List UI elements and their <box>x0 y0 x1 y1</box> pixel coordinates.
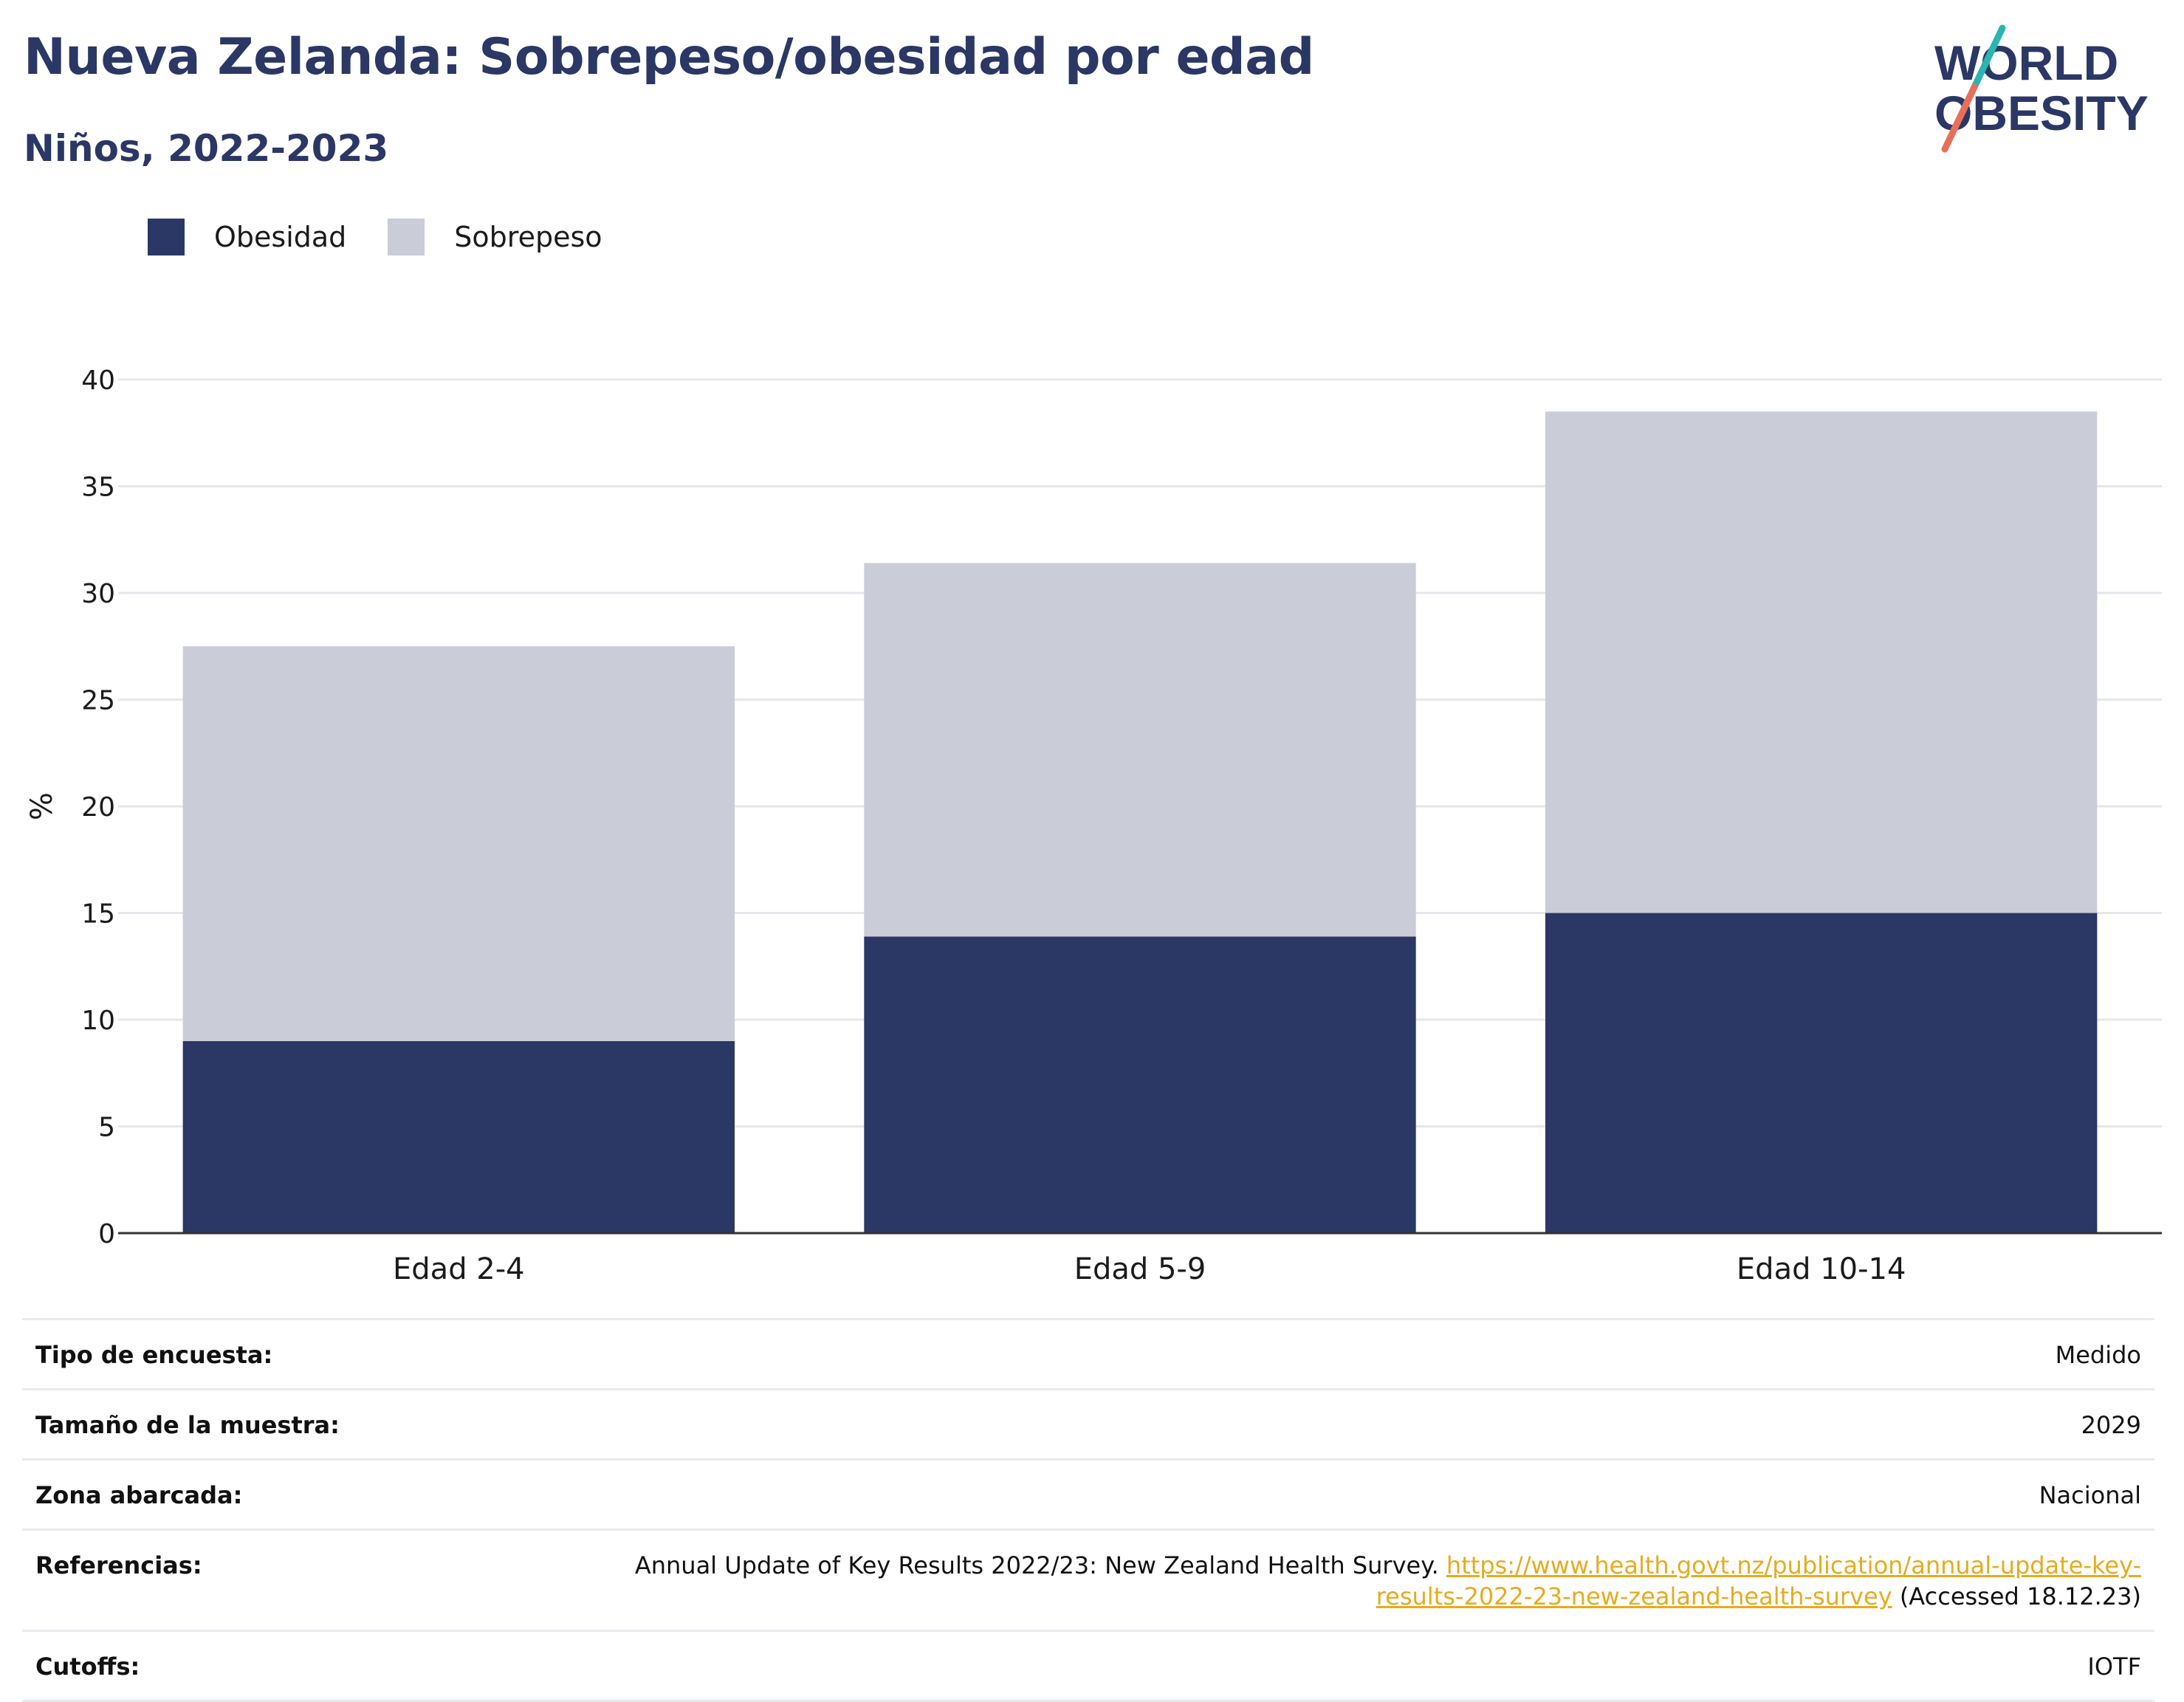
x-tick-label: Edad 2-4 <box>393 1252 525 1285</box>
x-tick-label: Edad 5-9 <box>1074 1252 1206 1285</box>
meta-row-references: Referencias: Annual Update of Key Result… <box>22 1531 2154 1632</box>
y-tick-label: 15 <box>81 899 115 930</box>
legend-item-sobrepeso[interactable]: Sobrepeso <box>388 219 602 255</box>
survey-info-table: Tipo de encuesta: Medido Tamaño de la mu… <box>22 1318 2154 1702</box>
y-tick-label: 40 <box>81 366 115 396</box>
meta-value-references: Annual Update of Key Results 2022/23: Ne… <box>628 1550 2141 1612</box>
meta-row-survey-type: Tipo de encuesta: Medido <box>22 1320 2154 1390</box>
meta-key: Zona abarcada: <box>35 1481 243 1509</box>
y-tick-label: 0 <box>98 1219 115 1249</box>
bar-sobrepeso-2 <box>864 563 1416 937</box>
meta-key: Tamaño de la muestra: <box>35 1411 340 1439</box>
legend-swatch-obesidad <box>148 219 185 255</box>
meta-row-cutoffs: Cutoffs: IOTF <box>22 1632 2154 1702</box>
meta-row-area: Zona abarcada: Nacional <box>22 1461 2154 1531</box>
chart-title: Nueva Zelanda: Sobrepeso/obesidad por ed… <box>24 28 1314 86</box>
meta-key: Referencias: <box>35 1551 202 1579</box>
logo-slash-coral <box>1941 83 1978 153</box>
legend-item-obesidad[interactable]: Obesidad <box>148 219 346 255</box>
stacked-bar-chart: 0 5 10 15 20 25 30 35 40% Edad 2-4 Edad 5-9 Edad 10… <box>25 366 2162 1285</box>
world-obesity-logo: WORLD OBESITY <box>1934 24 2149 153</box>
logo-text-world: WORLD <box>1934 35 2118 90</box>
meta-key: Tipo de encuesta: <box>35 1341 273 1369</box>
logo-text-obesity: OBESITY <box>1934 86 2149 140</box>
bar-sobrepeso-1 <box>182 646 735 1041</box>
y-tick-label: 30 <box>81 579 115 609</box>
legend-label-obesidad: Obesidad <box>214 221 347 253</box>
y-tick-label: 25 <box>81 686 115 716</box>
bar-sobrepeso-3 <box>1545 411 2098 913</box>
logo-slash-teal <box>1971 24 2006 91</box>
bar-obesidad-2 <box>864 936 1416 1233</box>
bar-obesidad-1 <box>182 1040 735 1233</box>
chart-subtitle: Niños, 2022-2023 <box>24 127 389 170</box>
meta-value: Medido <box>2055 1341 2141 1369</box>
reference-text: Annual Update of Key Results 2022/23: Ne… <box>634 1551 1446 1579</box>
chart-legend: Obesidad Sobrepeso <box>148 219 644 255</box>
legend-label-sobrepeso: Sobrepeso <box>454 221 602 253</box>
y-tick-label: 10 <box>81 1006 115 1036</box>
y-tick-label: 35 <box>81 473 115 503</box>
meta-value: Nacional <box>2039 1481 2141 1509</box>
reference-link[interactable]: https://www.health.govt.nz/publication/a… <box>1376 1551 2141 1610</box>
meta-value: 2029 <box>2081 1411 2141 1439</box>
meta-row-sample-size: Tamaño de la muestra: 2029 <box>22 1390 2154 1461</box>
y-tick-label: 5 <box>98 1113 115 1143</box>
reference-accessed: (Accessed 18.12.23) <box>1892 1582 2141 1610</box>
bar-obesidad-3 <box>1545 913 2098 1233</box>
meta-key: Cutoffs: <box>35 1653 140 1681</box>
legend-swatch-sobrepeso <box>388 219 425 255</box>
meta-value: IOTF <box>2087 1653 2141 1681</box>
y-tick-label: 20 <box>81 792 115 823</box>
y-axis-label: % <box>25 792 59 820</box>
x-tick-label: Edad 10-14 <box>1737 1252 1906 1285</box>
